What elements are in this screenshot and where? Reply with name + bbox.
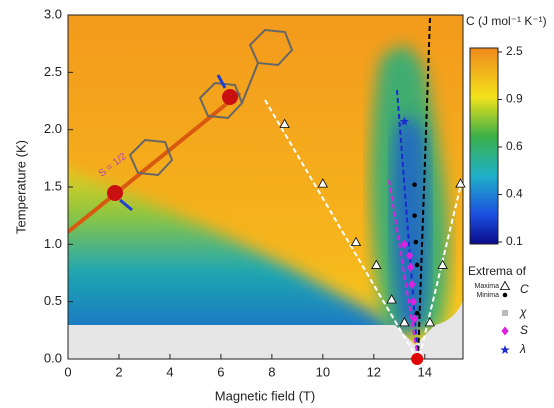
heatmap: S = 1/2 bbox=[68, 15, 463, 359]
y-tick-label: 2.5 bbox=[44, 64, 62, 79]
data-point bbox=[399, 316, 410, 327]
x-tick-label: 14 bbox=[418, 364, 432, 379]
x-tick-label: 8 bbox=[268, 364, 275, 379]
data-point bbox=[408, 279, 416, 289]
colorbar-tick-label: 0.6 bbox=[506, 139, 523, 153]
y-tick-label: 1.0 bbox=[44, 236, 62, 251]
x-tick-label: 4 bbox=[166, 364, 173, 379]
data-point bbox=[405, 251, 414, 261]
x-tick-label: 10 bbox=[316, 364, 330, 379]
data-point bbox=[399, 116, 410, 126]
y-tick-label: 1.5 bbox=[44, 178, 62, 193]
data-point bbox=[317, 178, 329, 188]
data-point bbox=[414, 262, 420, 268]
y-tick-label: 2.0 bbox=[44, 121, 62, 136]
data-point bbox=[424, 316, 436, 327]
legend-marker bbox=[502, 292, 508, 298]
data-point bbox=[407, 262, 415, 272]
legend-marker bbox=[499, 280, 511, 291]
x-tick-label: 12 bbox=[367, 364, 381, 379]
data-point bbox=[410, 314, 419, 324]
legend-label: λ bbox=[519, 342, 526, 356]
data-point bbox=[413, 239, 419, 245]
data-point bbox=[412, 213, 417, 218]
y-axis-label: Temperature (K) bbox=[13, 140, 28, 234]
data-point bbox=[437, 259, 448, 269]
legend-label: Maxima bbox=[474, 283, 499, 290]
y-tick-label: 0.5 bbox=[44, 293, 62, 308]
colorbar-tick-label: 0.4 bbox=[506, 187, 523, 201]
x-axis-label: Magnetic field (T) bbox=[215, 388, 315, 403]
colorbar bbox=[469, 47, 499, 245]
data-point bbox=[350, 236, 362, 247]
colorbar-title: C (J mol⁻¹ K⁻¹) bbox=[466, 14, 547, 28]
data-point bbox=[412, 182, 417, 188]
y-tick-label: 3.0 bbox=[44, 6, 62, 21]
legend-label: χ bbox=[519, 305, 527, 319]
legend-marker bbox=[501, 326, 509, 336]
data-point bbox=[455, 178, 466, 188]
critical-point bbox=[411, 353, 424, 365]
colorbar-tick-label: 0.9 bbox=[506, 92, 523, 106]
legend-title: Extrema of bbox=[468, 264, 527, 278]
legend-label: Minima bbox=[476, 292, 499, 299]
y-tick-label: 0.0 bbox=[44, 350, 62, 365]
data-point bbox=[386, 294, 397, 304]
data-point bbox=[400, 239, 408, 249]
x-tick-label: 0 bbox=[64, 364, 71, 379]
data-point bbox=[409, 297, 417, 307]
data-point bbox=[279, 118, 290, 128]
colorbar-tick-label: 2.5 bbox=[506, 44, 523, 58]
data-point bbox=[371, 259, 382, 269]
legend-label: C bbox=[520, 282, 529, 296]
legend-label: S bbox=[520, 323, 528, 337]
x-tick-label: 2 bbox=[115, 364, 122, 379]
x-tick-label: 6 bbox=[217, 364, 224, 379]
molecule bbox=[68, 28, 294, 234]
data-point bbox=[414, 310, 420, 316]
legend-marker bbox=[502, 310, 508, 316]
legend-marker bbox=[500, 345, 510, 355]
colorbar-tick-label: 0.1 bbox=[506, 234, 523, 248]
